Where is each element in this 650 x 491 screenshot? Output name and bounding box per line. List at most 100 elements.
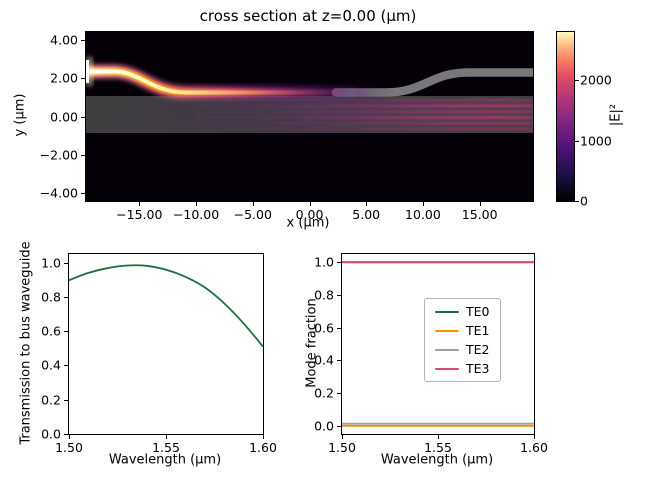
- y-tick-label: 0.4: [314, 352, 334, 368]
- x-tick-label: 15.00: [461, 207, 498, 222]
- y-tick: [337, 393, 341, 395]
- legend-line-TE0: [435, 310, 459, 313]
- y-tick-label: 0.2: [41, 392, 61, 408]
- x-tick-label: 1.60: [249, 440, 277, 455]
- y-tick: [81, 193, 85, 195]
- field-cross-section-axes: −15.00 −10.00 −5.00 0.00 5.00 10.00 15.00 4.00 2…: [40, 31, 534, 222]
- field-heatmap: [86, 32, 533, 201]
- y-tick-label: 0.6: [41, 323, 61, 339]
- x-tick: [252, 202, 254, 206]
- legend-entry: TE3: [435, 362, 490, 375]
- legend-line-TE2: [435, 348, 459, 351]
- y-tick-label: 0.4: [41, 357, 61, 373]
- transmission-axes: 1.50 1.55 1.60 0.0 0.2 0.4 0.6 0.8 1.0: [41, 253, 277, 455]
- x-tick: [366, 202, 368, 206]
- heat-xlabel: x (μm): [286, 215, 330, 231]
- bus-interference-fringes: [86, 98, 533, 131]
- x-tick: [196, 202, 198, 206]
- y-tick: [64, 365, 68, 367]
- input-waveguide-field: [86, 64, 391, 100]
- x-tick: [263, 435, 264, 439]
- colorbar-tick: [575, 201, 579, 202]
- legend-entry: TE2: [435, 343, 490, 356]
- y-tick: [337, 327, 341, 329]
- legend-line-TE1: [435, 329, 459, 332]
- y-tick-label: 0.2: [314, 385, 334, 401]
- plot-area: [341, 261, 534, 427]
- x-tick: [422, 202, 424, 206]
- y-tick-label: 0.8: [314, 287, 334, 303]
- colorbar-tick-label: 1000: [580, 133, 612, 149]
- x-tick-label: 1.55: [152, 440, 180, 455]
- mode-fraction-ylabel: Mode fraction: [304, 298, 320, 388]
- x-tick: [309, 202, 311, 206]
- y-tick: [81, 78, 85, 80]
- x-tick-label: −15.00: [116, 207, 163, 222]
- x-tick: [438, 435, 439, 439]
- field-core: [86, 69, 391, 95]
- colorbar-tick: [575, 80, 579, 82]
- y-tick-label: 0.6: [314, 320, 334, 336]
- x-tick-label: 1.60: [520, 440, 548, 455]
- figure-title: cross section at z=0.00 (μm): [199, 7, 417, 25]
- mode-fraction-xlabel: Wavelength (μm): [380, 452, 494, 468]
- x-tick: [166, 435, 167, 439]
- x-tick-label: 1.50: [328, 440, 356, 455]
- x-tick: [534, 435, 535, 439]
- mode-fraction-axes: TE0 TE1 TE2 TE3 1.50 1.55 1.60 0.0 0.2 0.4 0.6 0.8…: [314, 253, 548, 455]
- x-tick: [479, 202, 481, 206]
- x-tick-label: 0.00: [295, 207, 324, 222]
- y-tick-label: −4.00: [39, 185, 78, 201]
- y-tick: [64, 296, 68, 298]
- y-tick: [337, 262, 341, 264]
- y-tick-label: 0.0: [41, 426, 61, 442]
- colorbar-tick-label: 2000: [580, 72, 612, 88]
- legend: TE0 TE1 TE2 TE3: [424, 298, 501, 382]
- x-tick-label: 5.00: [352, 207, 381, 222]
- y-tick: [81, 116, 85, 118]
- legend-label-TE2: TE2: [466, 342, 490, 357]
- x-tick-label: 10.00: [405, 207, 441, 222]
- y-tick: [81, 154, 85, 156]
- x-tick: [69, 435, 70, 439]
- plot-area: [68, 264, 264, 348]
- y-tick: [337, 425, 341, 427]
- colorbar: 0 1000 2000: [556, 31, 612, 209]
- legend-line-TE3: [435, 367, 459, 370]
- y-tick-label: 1.0: [314, 254, 334, 270]
- x-tick-label: −5.00: [233, 207, 272, 222]
- x-tick: [342, 435, 343, 439]
- y-tick-label: 1.0: [41, 255, 61, 271]
- y-tick: [81, 39, 85, 41]
- bus-waveguide: [86, 96, 533, 133]
- x-tick: [139, 202, 141, 206]
- y-tick-label: 0.00: [50, 109, 78, 124]
- legend-entry: TE0: [435, 305, 490, 318]
- y-tick: [64, 434, 68, 435]
- x-tick-label: 1.55: [424, 440, 452, 455]
- colorbar-tick-label: 0: [580, 193, 588, 209]
- legend-label-TE0: TE0: [466, 304, 490, 319]
- mode-source: [86, 57, 93, 86]
- legend-entry: TE1: [435, 324, 490, 337]
- transmission-ylabel: Transmission to bus waveguide: [18, 241, 34, 445]
- y-tick: [64, 262, 68, 264]
- heat-ylabel: y (μm): [12, 93, 28, 137]
- legend-label-TE1: TE1: [466, 323, 490, 338]
- transmission-xlabel: Wavelength (μm): [108, 452, 222, 468]
- y-tick-label: 4.00: [50, 32, 78, 48]
- y-tick-label: 0.0: [314, 418, 334, 434]
- y-tick: [64, 399, 68, 401]
- colorbar-tick: [575, 140, 579, 142]
- y-tick: [337, 294, 341, 296]
- legend-label-TE3: TE3: [466, 361, 490, 376]
- colorbar-label: |E|²: [608, 103, 624, 127]
- y-tick: [337, 360, 341, 362]
- y-tick-label: 0.8: [41, 289, 61, 305]
- x-tick-label: −10.00: [172, 207, 220, 222]
- series-transmission: [68, 264, 264, 348]
- y-tick-label: −2.00: [39, 147, 78, 163]
- y-tick-label: 2.00: [50, 70, 78, 86]
- x-tick-label: 1.50: [55, 440, 83, 455]
